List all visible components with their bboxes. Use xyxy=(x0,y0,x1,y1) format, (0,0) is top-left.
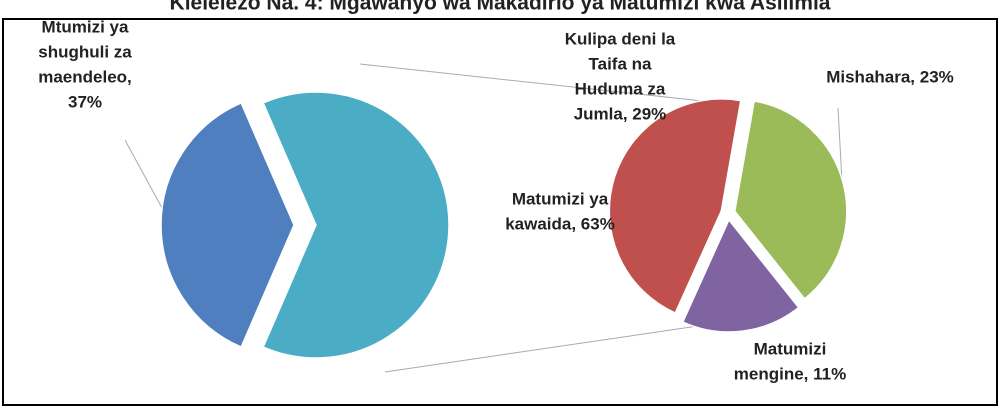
slice-label: Matumizi ya xyxy=(512,189,609,208)
pie-slice xyxy=(681,218,800,333)
slice-label: Mtumizi ya xyxy=(42,17,129,36)
slice-label: 37% xyxy=(68,92,102,111)
slice-label: kawaida, 63% xyxy=(505,214,615,233)
chart-title: Kielelezo Na. 4: Mgawanyo wa Makadirio y… xyxy=(170,0,831,15)
slice-label: maendeleo, xyxy=(38,67,132,86)
slice-label: Matumizi xyxy=(754,339,827,358)
slice-label: mengine, 11% xyxy=(734,364,846,383)
pie-slice xyxy=(160,101,295,349)
slice-label: Jumla, 29% xyxy=(574,104,667,123)
slice-label: Mishahara, 23% xyxy=(826,67,954,86)
slice-label: Kulipa deni la xyxy=(565,29,676,48)
pie-slice xyxy=(262,91,450,359)
slice-label: Huduma za xyxy=(575,79,666,98)
pie-slice xyxy=(608,98,742,315)
slice-label: shughuli za xyxy=(38,42,132,61)
chart-border xyxy=(2,18,998,406)
pie-slice xyxy=(733,100,848,300)
slice-label: Taifa na xyxy=(589,54,653,73)
